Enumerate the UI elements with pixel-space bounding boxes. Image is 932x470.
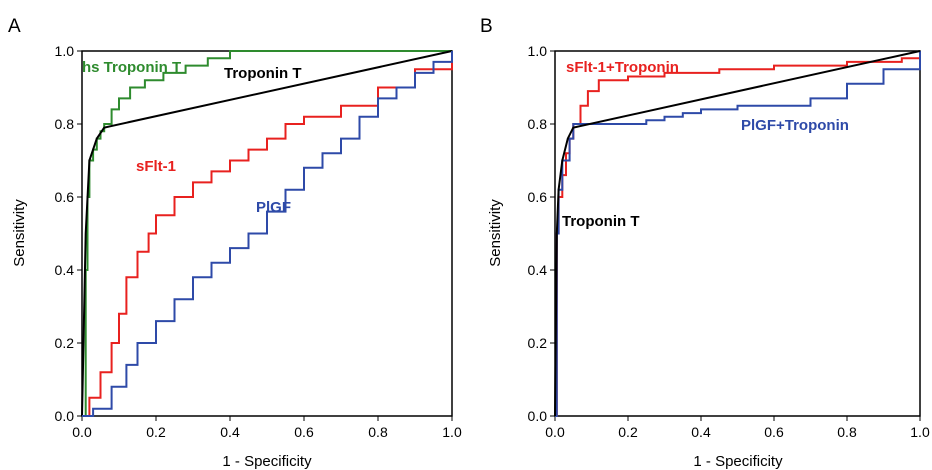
y-tick-label: 1.0 — [528, 43, 548, 59]
panel-a: A 0.0 0.2 0.4 0.6 0.8 1.0 0.0 0.2 0.4 0.6 0.8 1.0 1… — [8, 16, 462, 470]
series-layer-b — [554, 50, 921, 417]
annotation-sflt-1-troponin: sFlt-1+Troponin — [566, 59, 679, 76]
x-tick-label: 1.0 — [910, 424, 930, 440]
axis-ticks-b: 0.0 0.2 0.4 0.6 0.8 1.0 0.0 0.2 0.4 0.6 0.8 1.0 — [528, 43, 930, 440]
axis-ticks-a: 0.0 0.2 0.4 0.6 0.8 1.0 0.0 0.2 0.4 0.6 0.8 1.0 — [55, 43, 462, 440]
series-line-sflt-1 — [82, 51, 453, 417]
y-tick-label: 0.8 — [528, 116, 548, 132]
annotation-plgf: PlGF — [256, 199, 291, 216]
y-tick-label: 0.4 — [55, 262, 75, 278]
x-tick-label: 0.0 — [72, 424, 92, 440]
panel-letter-b: B — [480, 16, 493, 37]
x-tick-label: 0.4 — [220, 424, 240, 440]
series-line-plgf-troponin — [555, 51, 921, 417]
x-tick-label: 0.8 — [837, 424, 857, 440]
series-line-troponin-t — [554, 50, 921, 417]
series-line-troponin-t — [81, 50, 453, 417]
panel-letter-a: A — [8, 16, 21, 37]
annotation-hs-troponin-t: hs Troponin T — [82, 59, 181, 76]
x-tick-label: 0.8 — [368, 424, 388, 440]
annotation-sflt-1: sFlt-1 — [136, 158, 176, 175]
x-axis-label-b: 1 - Specificity — [693, 453, 783, 470]
annotation-troponin-t-b: Troponin T — [562, 213, 639, 230]
y-axis-label-a: Sensitivity — [11, 199, 28, 267]
x-axis-label-a: 1 - Specificity — [222, 453, 312, 470]
y-tick-label: 0.0 — [55, 408, 75, 424]
y-axis-label-b: Sensitivity — [487, 199, 504, 267]
series-layer-a — [81, 50, 453, 417]
y-tick-label: 0.2 — [55, 335, 75, 351]
x-tick-label: 1.0 — [442, 424, 462, 440]
series-line-plgf — [82, 51, 453, 417]
y-tick-label: 0.4 — [528, 262, 548, 278]
x-tick-label: 0.2 — [618, 424, 638, 440]
y-tick-label: 0.8 — [55, 116, 75, 132]
y-tick-label: 0.6 — [528, 189, 548, 205]
y-tick-label: 0.6 — [55, 189, 75, 205]
annotation-plgf-troponin: PlGF+Troponin — [741, 117, 849, 134]
plot-frame-b — [554, 50, 921, 417]
x-tick-label: 0.0 — [545, 424, 565, 440]
x-tick-label: 0.6 — [294, 424, 314, 440]
y-tick-label: 0.2 — [528, 335, 548, 351]
annotation-troponin-t-a: Troponin T — [224, 65, 301, 82]
panel-b: B 0.0 0.2 0.4 0.6 0.8 1.0 0.0 0.2 0.4 0.6 0.8 1.0 1… — [480, 16, 930, 470]
y-tick-label: 0.0 — [528, 408, 548, 424]
y-tick-label: 1.0 — [55, 43, 75, 59]
x-tick-label: 0.6 — [764, 424, 784, 440]
x-tick-label: 0.2 — [146, 424, 166, 440]
series-line-hs-troponin-t — [82, 50, 452, 417]
x-tick-label: 0.4 — [691, 424, 711, 440]
